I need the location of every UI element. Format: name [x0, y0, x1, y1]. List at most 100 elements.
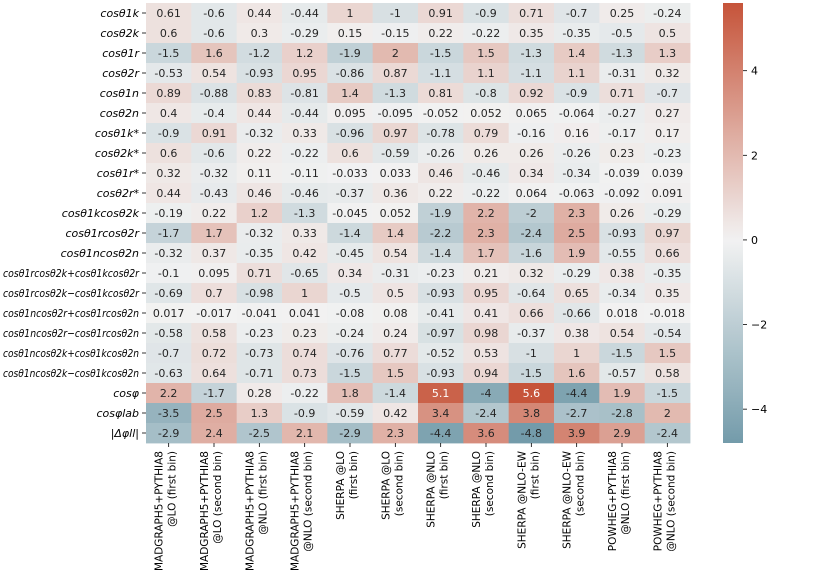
heatmap-cell [418, 123, 464, 144]
cell-value-label: -0.93 [608, 227, 636, 240]
heatmap-cell [508, 343, 555, 364]
column-label: MADGRAPH5+PYTHIA8 [244, 451, 256, 571]
heatmap-cell [599, 403, 646, 424]
heatmap-cell [236, 363, 283, 384]
cell-value-label: 0.4 [160, 107, 178, 120]
column-label: (second bin) [575, 451, 587, 516]
heatmap-cell [508, 303, 555, 324]
cell-value-label: 0.38 [564, 327, 589, 340]
cell-value-label: -0.54 [653, 327, 681, 340]
heatmap-cell [236, 163, 283, 184]
heatmap-cell [191, 403, 238, 424]
cell-value-label: -2.4 [475, 407, 496, 420]
cell-value-label: -1.3 [611, 47, 632, 60]
cell-value-label: -0.22 [472, 187, 500, 200]
cell-value-label: -0.033 [332, 167, 367, 180]
row-label: cosφ [113, 387, 140, 400]
colorbar-tick-label: 4 [751, 65, 758, 78]
cell-value-label: 2.3 [477, 227, 495, 240]
heatmap-cell [327, 83, 374, 104]
heatmap-cell [463, 203, 510, 224]
cell-value-label: 0.23 [292, 327, 317, 340]
cell-value-label: 0.65 [564, 287, 589, 300]
cell-value-label: 1.3 [251, 407, 269, 420]
heatmap-cell [463, 363, 510, 384]
cell-value-label: 2.5 [568, 227, 586, 240]
cell-value-label: -0.19 [154, 207, 182, 220]
heatmap-cell [554, 343, 600, 364]
heatmap-cell [282, 303, 328, 324]
heatmap-cell [554, 43, 600, 64]
heatmap-cell [191, 203, 238, 224]
cell-value-label: 2.1 [296, 427, 314, 440]
cell-value-label: 0.97 [383, 127, 408, 140]
heatmap-cell [191, 243, 238, 264]
cell-value-label: 0.7 [205, 287, 223, 300]
cell-value-label: -1.5 [657, 387, 678, 400]
cell-value-label: -0.27 [608, 107, 636, 120]
cell-value-label: -0.7 [657, 87, 678, 100]
cell-value-label: 0.64 [202, 367, 227, 380]
heatmap-cell [644, 403, 691, 424]
cell-value-label: -0.24 [653, 7, 681, 20]
heatmap-cell [508, 383, 555, 404]
heatmap-cell [418, 203, 464, 224]
cell-value-label: -0.29 [562, 267, 590, 280]
cell-value-label: 2.4 [205, 427, 223, 440]
heatmap-cell [282, 263, 328, 284]
heatmap-cell [418, 183, 464, 204]
cell-value-label: 0.37 [202, 247, 227, 260]
heatmap-cell [236, 403, 283, 424]
cell-value-label: -0.78 [426, 127, 454, 140]
heatmap-cell [282, 403, 328, 424]
heatmap-cell [554, 83, 600, 104]
heatmap-cell [644, 223, 691, 244]
cell-value-label: -0.32 [245, 127, 273, 140]
heatmap-cell [554, 63, 600, 84]
heatmap-cell [418, 163, 464, 184]
row-label: cosθ1n [100, 87, 139, 100]
cell-value-label: -0.41 [426, 307, 454, 320]
cell-value-label: -0.08 [336, 307, 364, 320]
cell-value-label: 0.36 [383, 187, 408, 200]
cell-value-label: -0.22 [290, 387, 318, 400]
heatmap-cell [554, 423, 600, 444]
cell-value-label: -3.5 [158, 407, 179, 420]
heatmap-cell [463, 323, 510, 344]
cell-value-label: 0.095 [198, 267, 230, 280]
cell-value-label: 0.74 [292, 347, 317, 360]
cell-value-label: 0.33 [292, 227, 317, 240]
cell-value-label: 0.77 [383, 347, 408, 360]
heatmap-cell [644, 3, 691, 24]
cell-value-label: -1 [390, 7, 401, 20]
heatmap-cell [191, 343, 238, 364]
column-label: SHERPA @NLO [426, 451, 438, 528]
heatmap-cell [372, 23, 419, 44]
heatmap-cell-values: 0.61 -0.6 0.44 -0.44 1 -1 0.91 -0.9 0.71 -0.7 0.25… [153, 7, 685, 440]
cell-value-label: 0.41 [474, 307, 499, 320]
heatmap-cell [282, 43, 328, 64]
heatmap-cell [554, 103, 600, 124]
cell-value-label: -0.8 [475, 87, 496, 100]
cell-value-label: 0.039 [652, 167, 684, 180]
cell-value-label: -2 [526, 207, 537, 220]
heatmap-cell [146, 83, 192, 104]
cell-value-label: -0.23 [426, 267, 454, 280]
heatmap-cell [236, 83, 283, 104]
heatmap-cell [191, 23, 238, 44]
heatmap-cell [282, 423, 328, 444]
heatmap-cell [372, 263, 419, 284]
row-label: cosθ2r [102, 67, 140, 80]
cell-value-label: -2.8 [611, 407, 632, 420]
heatmap-cell [418, 263, 464, 284]
heatmap-cell [327, 423, 374, 444]
heatmap-cell [554, 363, 600, 384]
heatmap-cells [146, 3, 691, 444]
heatmap-cell [282, 183, 328, 204]
heatmap-cell [327, 3, 374, 24]
cell-value-label: -0.052 [423, 107, 458, 120]
cell-value-label: 0.79 [474, 127, 499, 140]
column-label: @NLO (second bin) [665, 451, 677, 552]
heatmap-cell [191, 43, 238, 64]
heatmap-cell [282, 123, 328, 144]
